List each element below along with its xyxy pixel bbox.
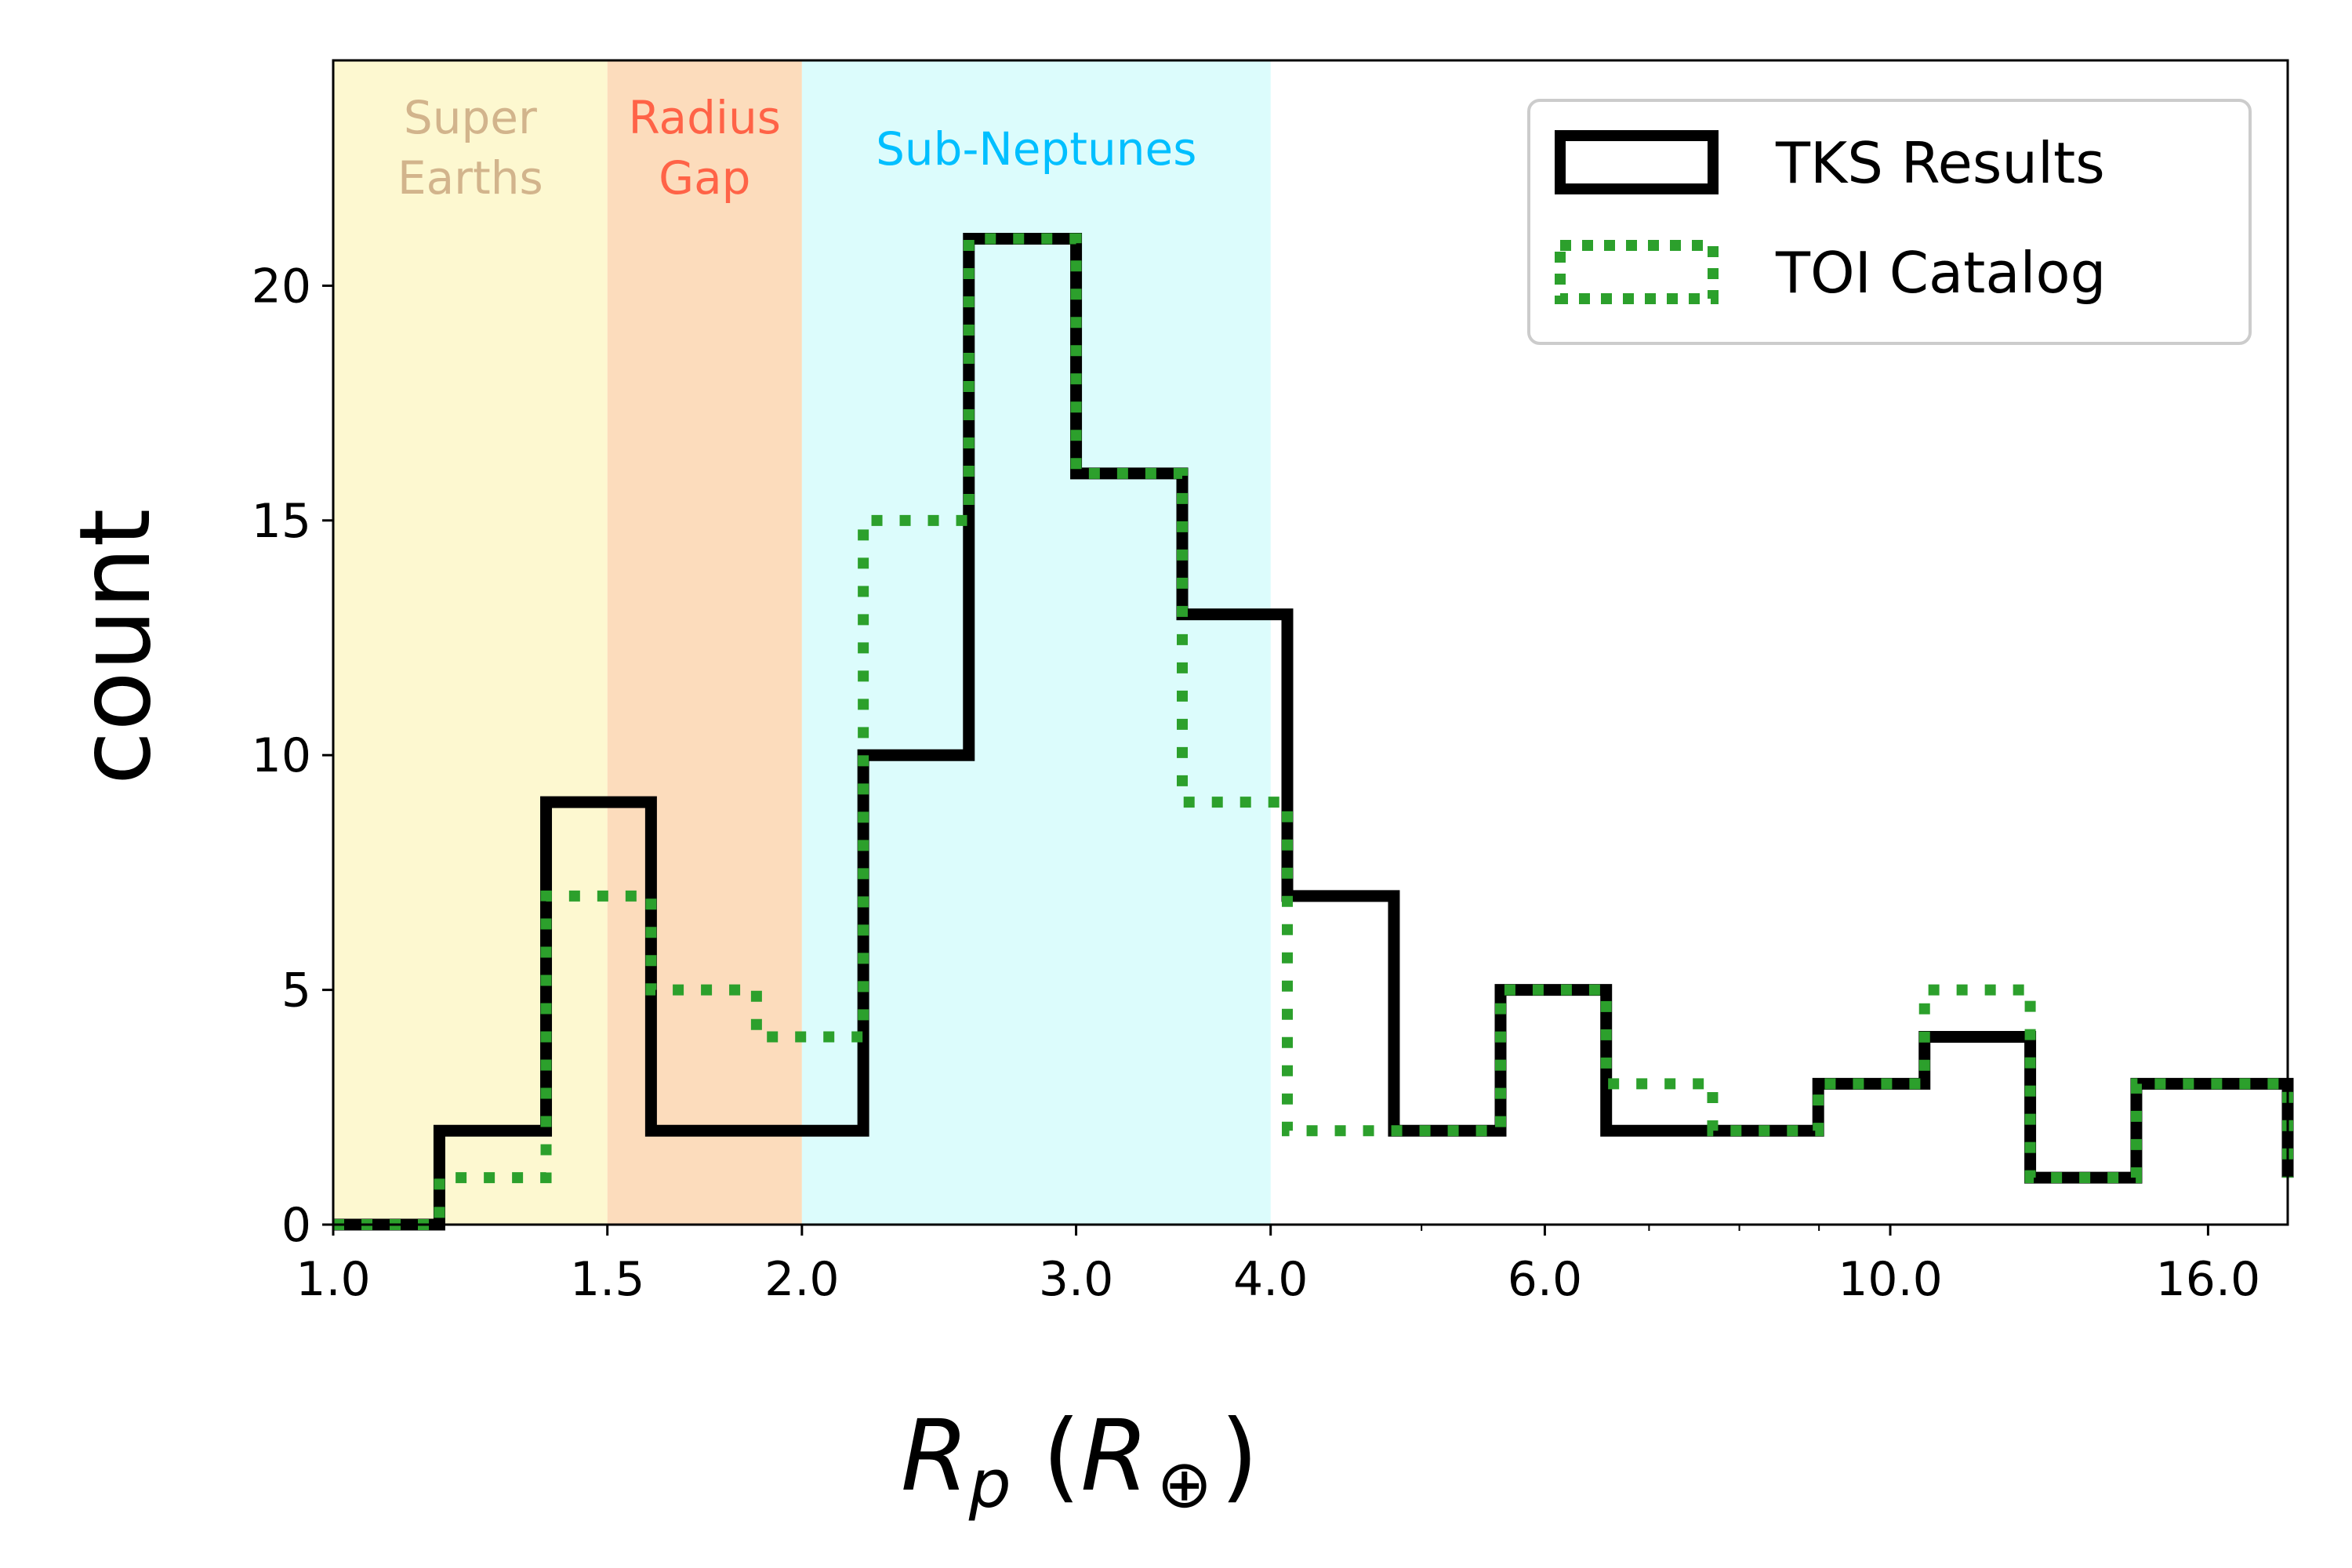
legend: TKS Results TOI Catalog bbox=[1527, 99, 2252, 345]
x-axis-title: Rp (R ⊕) bbox=[901, 1399, 1258, 1523]
series-line-toi-catalog bbox=[333, 233, 2293, 1230]
legend-swatch-toi-catalog bbox=[1555, 240, 1719, 304]
y-tick-label-15: 15 bbox=[252, 494, 311, 549]
x-tick-label-2-0: 2.0 bbox=[764, 1252, 839, 1307]
region-label-super-earths-line-1: Super bbox=[404, 91, 537, 144]
region-backgrounds bbox=[333, 60, 1271, 1225]
x-title-subscript: p bbox=[968, 1446, 1011, 1523]
legend-label-toi-catalog: TOI Catalog bbox=[1775, 240, 2106, 306]
y-tick-label-10: 10 bbox=[252, 728, 311, 783]
x-tick-label-16-0: 16.0 bbox=[2156, 1252, 2261, 1307]
region-label-sub-neptunes-line-1: Sub-Neptunes bbox=[876, 122, 1196, 176]
x-title-unit-subscript: ⊕ bbox=[1156, 1446, 1212, 1523]
series-layer bbox=[333, 233, 2294, 1231]
y-tick-label-20: 20 bbox=[252, 259, 311, 314]
x-tick-label-1-0: 1.0 bbox=[296, 1252, 370, 1307]
x-title-unit-symbol: R bbox=[1080, 1399, 1149, 1513]
y-axis-title: count bbox=[59, 509, 172, 786]
region-labels: Super Earths Radius Gap Sub-Neptunes bbox=[397, 91, 1196, 205]
region-super-earths bbox=[333, 60, 608, 1225]
legend-swatch-tks-results bbox=[1555, 130, 1719, 194]
x-tick-label-3-0: 3.0 bbox=[1039, 1252, 1113, 1307]
legend-label-tks-results: TKS Results bbox=[1775, 130, 2105, 196]
x-tick-label-4-0: 4.0 bbox=[1233, 1252, 1308, 1307]
x-axis: 1.0 1.5 2.0 3.0 4.0 6.0 10.0 16.0 bbox=[296, 1225, 2260, 1307]
region-label-super-earths-line-2: Earths bbox=[397, 151, 543, 205]
region-label-radius-gap-line-1: Radius bbox=[629, 91, 781, 144]
y-axis: 0 5 10 15 20 bbox=[252, 259, 333, 1253]
x-title-symbol: R bbox=[901, 1399, 969, 1513]
x-tick-label-1-5: 1.5 bbox=[570, 1252, 644, 1307]
x-tick-label-6-0: 6.0 bbox=[1508, 1252, 1582, 1307]
plot-frame bbox=[332, 59, 2289, 1226]
y-tick-label-5: 5 bbox=[281, 964, 311, 1018]
x-title-close-paren: ) bbox=[1220, 1399, 1258, 1513]
region-sub-neptunes bbox=[801, 60, 1271, 1225]
x-tick-label-10-0: 10.0 bbox=[1838, 1252, 1943, 1307]
y-tick-label-0: 0 bbox=[281, 1198, 311, 1253]
region-radius-gap bbox=[607, 60, 802, 1225]
x-title-open-paren: ( bbox=[1011, 1399, 1081, 1513]
region-label-radius-gap-line-2: Gap bbox=[659, 151, 750, 205]
